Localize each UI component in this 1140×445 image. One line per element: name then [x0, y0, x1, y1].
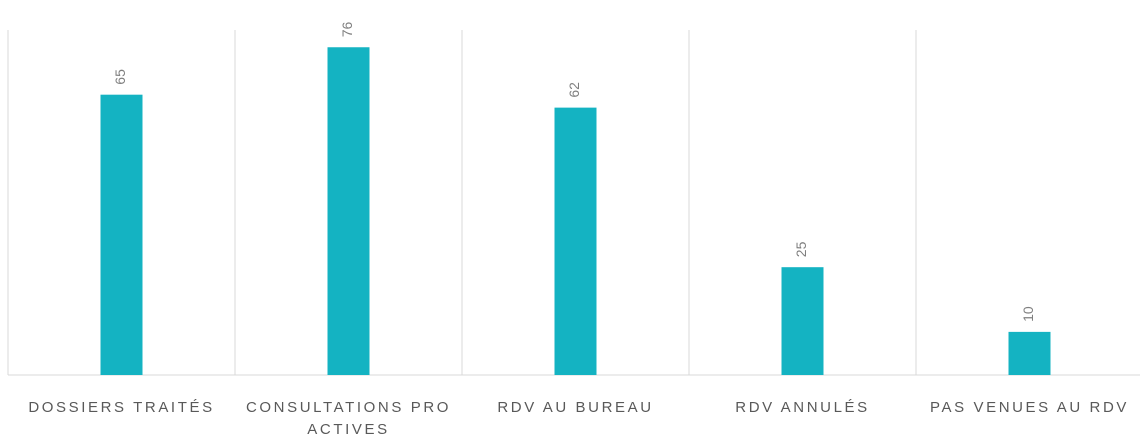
data-label: 76 [339, 21, 355, 37]
x-tick-label: RDV ANNULÉS [735, 399, 870, 416]
bar [100, 94, 143, 375]
x-tick-label: PAS VENUES AU RDV [930, 399, 1129, 416]
data-label: 62 [566, 82, 582, 98]
data-label: 25 [793, 241, 809, 257]
data-label: 10 [1020, 306, 1036, 322]
bar [1008, 331, 1051, 375]
bar [781, 267, 824, 375]
x-tick-label: CONSULTATIONS PRO ACTIVES [245, 399, 452, 438]
bar [554, 107, 597, 375]
x-tick-label: RDV AU BUREAU [497, 399, 654, 416]
bar [327, 47, 370, 375]
data-label: 65 [112, 69, 128, 85]
x-tick-label: DOSSIERS TRAITÉS [28, 399, 215, 416]
